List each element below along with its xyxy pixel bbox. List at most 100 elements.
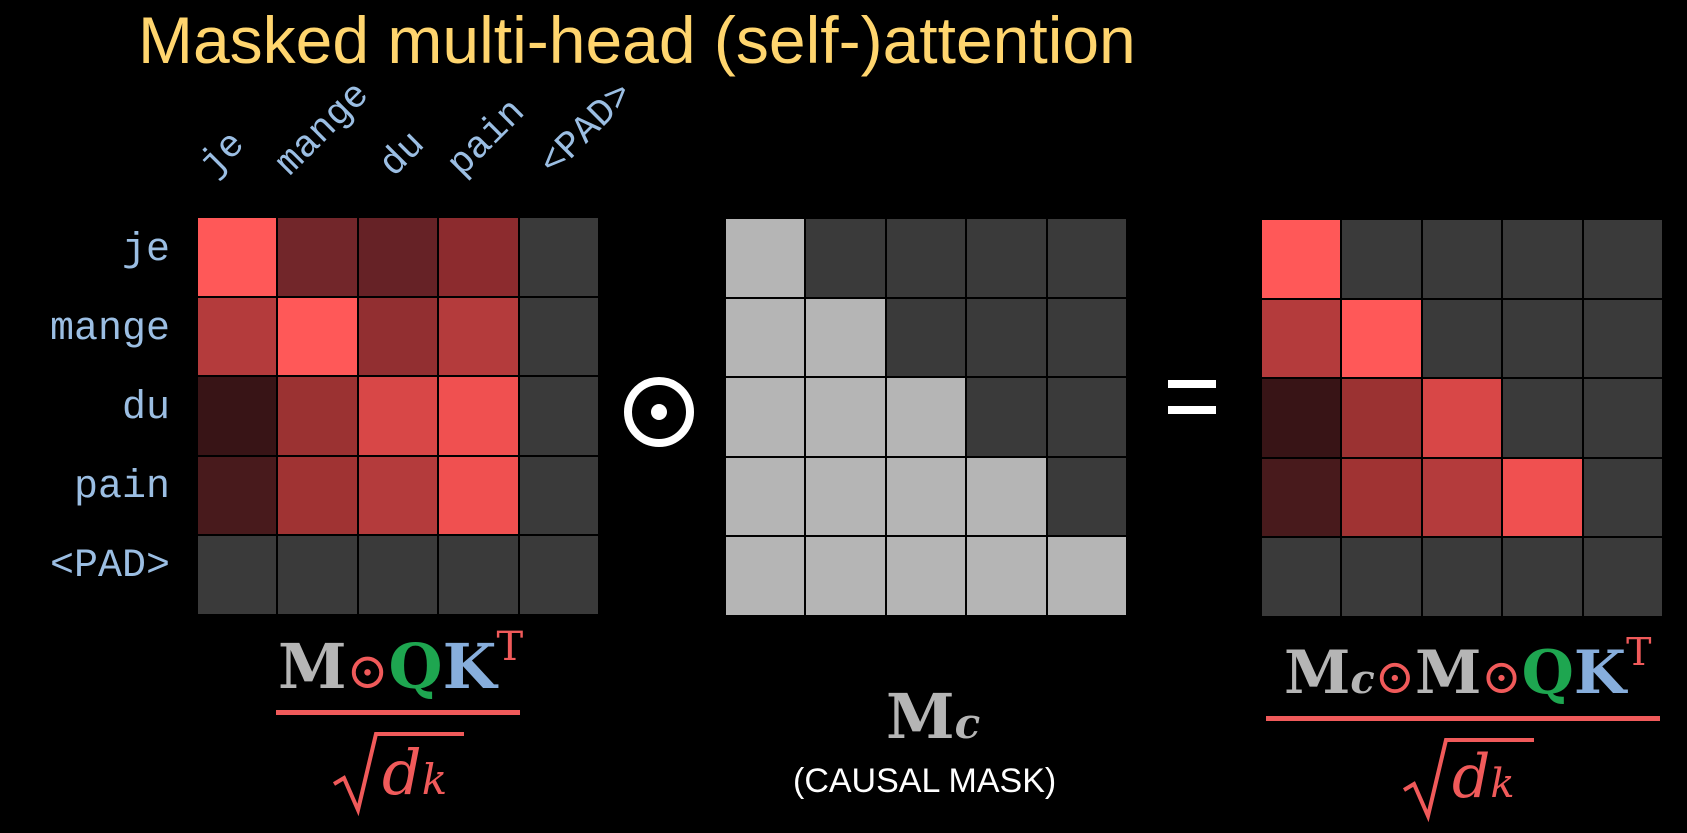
mask-cell-2-2 bbox=[886, 378, 966, 456]
attention-cell-2-4 bbox=[519, 377, 598, 455]
result-cell-3-1 bbox=[1342, 458, 1421, 537]
col-label-mange: mange bbox=[267, 73, 379, 185]
mask-cell-2-3 bbox=[967, 378, 1046, 456]
result-cell-2-2 bbox=[1422, 379, 1502, 457]
result-cell-1-2 bbox=[1422, 299, 1502, 378]
right-sqrt-icon bbox=[1402, 738, 1534, 823]
mask-cell-1-0 bbox=[726, 298, 805, 377]
result-cell-1-4 bbox=[1583, 299, 1662, 378]
mask-cell-3-3 bbox=[967, 457, 1046, 536]
result-cell-4-2 bbox=[1422, 538, 1502, 616]
result-cell-3-3 bbox=[1503, 458, 1582, 537]
right-fraction-bar bbox=[1266, 716, 1660, 721]
mask-cell-4-4 bbox=[1047, 537, 1126, 615]
attention-cell-0-3 bbox=[439, 218, 518, 296]
row-label-mange: mange bbox=[49, 307, 170, 352]
mask-cell-0-2 bbox=[886, 219, 966, 297]
attention-cell-1-4 bbox=[519, 297, 598, 376]
col-label-je: je bbox=[191, 123, 255, 186]
mask-cell-1-4 bbox=[1047, 298, 1126, 377]
col-label-du: du bbox=[371, 123, 435, 186]
left-fraction-bar bbox=[276, 710, 520, 715]
result-cell-0-2 bbox=[1422, 220, 1502, 298]
attention-cell-3-1 bbox=[278, 456, 357, 535]
mask-cell-0-0 bbox=[726, 219, 805, 297]
row-label-pain: pain bbox=[73, 465, 170, 510]
mask-cell-2-4 bbox=[1047, 378, 1126, 456]
mask-cell-4-1 bbox=[806, 537, 885, 615]
col-label-pain: pain bbox=[439, 91, 535, 186]
result-cell-4-3 bbox=[1503, 538, 1582, 616]
result-cell-2-0 bbox=[1262, 379, 1341, 457]
left-formula-numerator: M⊙QKT bbox=[278, 624, 524, 703]
mask-cell-2-0 bbox=[726, 378, 805, 456]
attention-cell-1-2 bbox=[358, 297, 438, 376]
right-formula-numerator: Mc⊙M⊙QKT bbox=[1284, 630, 1652, 708]
attention-cell-1-3 bbox=[439, 297, 518, 376]
mask-cell-4-3 bbox=[967, 537, 1046, 615]
attention-cell-4-2 bbox=[358, 536, 438, 614]
attention-cell-3-4 bbox=[519, 456, 598, 535]
attention-cell-0-2 bbox=[358, 218, 438, 296]
mask-cell-1-2 bbox=[886, 298, 966, 377]
result-cell-1-1 bbox=[1342, 299, 1421, 378]
causal-mask-symbol: Mc bbox=[886, 680, 981, 753]
attention-cell-4-3 bbox=[439, 536, 518, 614]
result-cell-4-4 bbox=[1583, 538, 1662, 616]
slide-title: Masked multi-head (self-)attention bbox=[138, 3, 1136, 77]
mask-cell-3-0 bbox=[726, 457, 805, 536]
result-cell-2-4 bbox=[1583, 379, 1662, 457]
mask-cell-1-3 bbox=[967, 298, 1046, 377]
attention-cell-2-0 bbox=[198, 377, 277, 455]
mask-cell-0-1 bbox=[806, 219, 885, 297]
result-cell-0-0 bbox=[1262, 220, 1341, 298]
attention-cell-4-4 bbox=[519, 536, 598, 614]
attention-matrix bbox=[198, 218, 598, 614]
mask-cell-3-1 bbox=[806, 457, 885, 536]
result-cell-1-3 bbox=[1503, 299, 1582, 378]
mask-cell-3-2 bbox=[886, 457, 966, 536]
attention-cell-1-0 bbox=[198, 297, 277, 376]
attention-cell-4-1 bbox=[278, 536, 357, 614]
mask-cell-4-2 bbox=[886, 537, 966, 615]
col-label-pad: <PAD> bbox=[531, 73, 643, 185]
result-cell-2-3 bbox=[1503, 379, 1582, 457]
result-cell-3-2 bbox=[1422, 458, 1502, 537]
attention-cell-0-4 bbox=[519, 218, 598, 296]
attention-cell-3-0 bbox=[198, 456, 277, 535]
result-cell-2-1 bbox=[1342, 379, 1421, 457]
attention-cell-2-3 bbox=[439, 377, 518, 455]
row-label-je: je bbox=[121, 228, 170, 273]
hadamard-operator-icon bbox=[624, 377, 694, 447]
right-formula-denominator: dk bbox=[1452, 742, 1515, 812]
causal-mask-matrix bbox=[726, 219, 1126, 615]
result-cell-4-1 bbox=[1342, 538, 1421, 616]
left-formula-denominator: dk bbox=[382, 736, 448, 809]
attention-cell-2-2 bbox=[358, 377, 438, 455]
result-cell-3-0 bbox=[1262, 458, 1341, 537]
attention-cell-1-1 bbox=[278, 297, 357, 376]
attention-cell-3-2 bbox=[358, 456, 438, 535]
mask-cell-3-4 bbox=[1047, 457, 1126, 536]
causal-mask-caption: (CAUSAL MASK) bbox=[793, 762, 1057, 800]
mask-cell-2-1 bbox=[806, 378, 885, 456]
result-cell-0-1 bbox=[1342, 220, 1421, 298]
row-label-pad: <PAD> bbox=[49, 544, 170, 589]
result-cell-4-0 bbox=[1262, 538, 1341, 616]
result-cell-3-4 bbox=[1583, 458, 1662, 537]
attention-cell-4-0 bbox=[198, 536, 277, 614]
attention-cell-0-1 bbox=[278, 218, 357, 296]
attention-cell-0-0 bbox=[198, 218, 277, 296]
mask-cell-0-4 bbox=[1047, 219, 1126, 297]
result-cell-1-0 bbox=[1262, 299, 1341, 378]
result-cell-0-3 bbox=[1503, 220, 1582, 298]
attention-cell-3-3 bbox=[439, 456, 518, 535]
attention-cell-2-1 bbox=[278, 377, 357, 455]
row-label-du: du bbox=[121, 386, 170, 431]
mask-cell-1-1 bbox=[806, 298, 885, 377]
left-sqrt-icon bbox=[332, 732, 464, 817]
equals-operator-icon bbox=[1168, 380, 1218, 416]
mask-cell-4-0 bbox=[726, 537, 805, 615]
result-cell-0-4 bbox=[1583, 220, 1662, 298]
result-matrix bbox=[1262, 220, 1662, 616]
